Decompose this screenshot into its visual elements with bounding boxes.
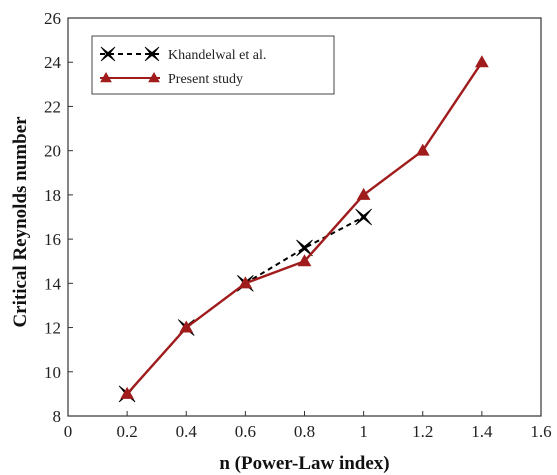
y-axis-title: Critical Reynolds number (10, 116, 31, 328)
x-tick-label: 0.8 (294, 422, 315, 441)
y-tick-label: 22 (44, 97, 61, 116)
y-tick-label: 10 (44, 363, 61, 382)
y-tick-label: 18 (44, 186, 61, 205)
y-tick-label: 20 (44, 142, 61, 161)
data-point (179, 320, 194, 333)
legend-label: Khandelwal et al. (168, 48, 266, 63)
series-2 (120, 55, 489, 399)
x-axis-title: n (Power-Law index) (219, 453, 389, 474)
series-1 (118, 208, 372, 403)
x-tick-label: 1.6 (530, 422, 551, 441)
data-point (120, 386, 134, 399)
data-point (356, 187, 371, 200)
y-tick-label: 26 (44, 9, 61, 28)
data-point (238, 276, 253, 289)
legend: Khandelwal et al. Present study (91, 35, 335, 95)
ticks-layer: 0 0.2 0.4 0.6 0.8 1 1.2 1.4 1.6 8 10 12 14 16 18 20 22 24… (44, 9, 552, 441)
series-line (126, 61, 483, 395)
legend-label: Present study (168, 72, 243, 87)
x-tick-label: 0.2 (117, 422, 138, 441)
x-tick-label: 1 (359, 422, 368, 441)
legend-marker (100, 71, 112, 83)
series-line (126, 216, 365, 395)
y-tick-label: 14 (44, 274, 62, 293)
x-tick-label: 0.4 (176, 422, 198, 441)
y-tick-label: 16 (44, 230, 61, 249)
y-tick-label: 8 (53, 407, 62, 426)
x-tick-label: 0 (64, 422, 73, 441)
legend-item: Khandelwal et al. (100, 46, 266, 63)
data-point (296, 239, 313, 257)
legend-box (91, 35, 335, 95)
legend-marker (148, 71, 160, 83)
y-tick-label: 24 (44, 53, 62, 72)
x-tick-label: 1.2 (412, 422, 433, 441)
y-tick-label: 12 (44, 319, 61, 338)
series-layer (118, 55, 489, 403)
plot-frame (67, 17, 542, 417)
data-point (355, 208, 372, 226)
data-point (475, 55, 489, 68)
x-tick-label: 1.4 (471, 422, 493, 441)
data-point (297, 254, 312, 267)
legend-marker (144, 46, 160, 62)
x-tick-label: 0.6 (235, 422, 256, 441)
data-point (415, 143, 430, 156)
legend-marker (100, 46, 116, 62)
legend-item: Present study (100, 71, 243, 87)
